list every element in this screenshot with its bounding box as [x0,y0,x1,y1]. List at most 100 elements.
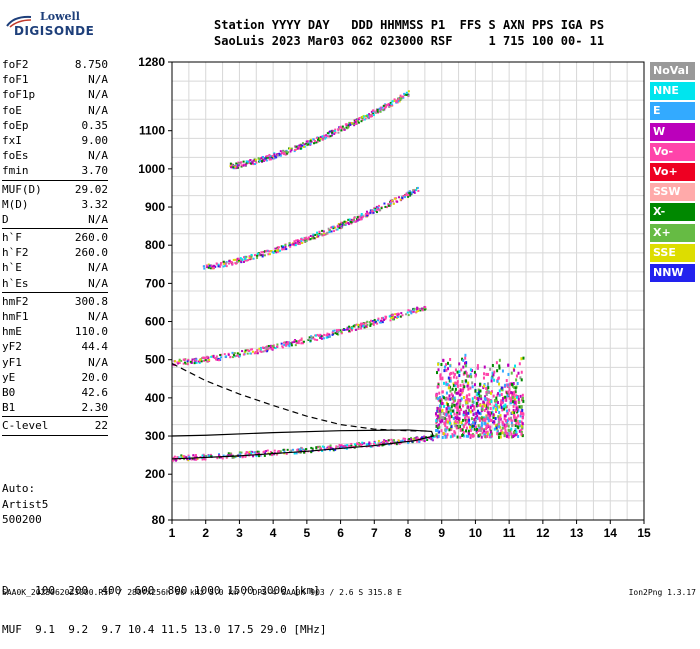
echo-point [194,454,197,457]
echo-point [237,164,240,167]
param-value: N/A [88,212,108,226]
echo-point [238,162,241,165]
param-value: 9.00 [81,133,109,147]
echo-point [289,245,292,248]
echo-point [284,344,287,347]
param-row: fxI 9.00 [2,133,108,148]
echo-point [433,435,436,438]
echo-point [286,152,289,155]
echo-point [446,426,449,430]
echo-point [473,424,476,428]
echo-point [315,334,318,337]
echo-point [358,116,361,119]
echo-point [456,435,459,439]
echo-point [380,207,383,210]
echo-point [437,398,440,402]
echo-point [397,98,400,101]
echo-point [248,162,251,165]
echo-point [471,385,474,389]
echo-point [321,335,324,338]
echo-point [303,143,306,146]
x-tick-label: 12 [536,526,550,540]
echo-point [442,358,445,362]
echo-point [344,444,347,447]
echo-point [253,451,256,454]
echo-point [337,131,340,134]
echo-point [467,387,470,391]
echo-point [440,409,443,413]
echo-point [193,362,196,365]
echo-point [354,122,357,125]
echo-point [440,397,443,401]
param-row: C-level 22 [2,418,108,433]
echo-point [498,382,501,386]
echo-point [518,420,521,424]
echo-point [493,420,496,424]
echo-point [485,386,488,390]
echo-point [377,208,380,211]
echo-point [489,402,492,406]
echo-point [505,409,508,413]
echo-point [301,142,304,145]
echo-point [231,351,234,354]
echo-point [223,353,226,356]
echo-point [266,350,269,353]
echo-point [455,417,458,421]
echo-point [465,434,468,438]
echo-point [493,399,496,403]
echo-point [295,145,298,148]
echo-point [245,259,248,262]
param-name: foF1p [2,88,36,102]
echo-point [480,397,483,401]
echo-point [209,267,212,270]
echo-point [239,455,242,458]
echo-point [197,360,200,363]
echo-point [250,255,253,258]
echo-point [468,408,471,412]
echo-point [386,206,389,209]
echo-point [392,202,395,205]
echo-point [514,364,517,368]
echo-point [479,396,482,400]
param-name: h`E [2,261,22,275]
echo-point [229,452,232,455]
echo-point [261,346,264,349]
echo-point [262,451,265,454]
echo-point [215,357,218,360]
echo-point [482,418,485,422]
echo-point [499,414,502,418]
echo-point [331,131,334,134]
echo-point [457,390,460,394]
echo-point [210,453,213,456]
echo-point [350,221,353,224]
echo-point [193,456,196,459]
echo-point [234,455,237,458]
echo-point [473,418,476,422]
echo-point [367,442,370,445]
param-value: N/A [88,149,108,163]
echo-point [449,414,452,418]
echo-point [215,355,218,358]
param-name: h`F2 [2,246,29,260]
echo-point [439,412,442,416]
echo-point [372,210,375,213]
echo-point [288,244,291,247]
echo-point [257,452,260,455]
echo-point [392,316,395,319]
echo-point [244,255,247,258]
x-tick-label: 7 [371,526,378,540]
echo-point [235,167,238,170]
echo-point [379,321,382,324]
echo-point [515,395,518,399]
echo-point [489,413,492,417]
echo-point [376,108,379,111]
echo-point [424,436,427,439]
echo-point [361,117,364,120]
echo-point [272,155,275,158]
echo-point [449,364,452,368]
echo-point [426,438,429,441]
echo-point [413,191,416,194]
echo-point [470,427,473,431]
echo-point [383,439,386,442]
legend-item-noval: NoVal [650,62,695,80]
